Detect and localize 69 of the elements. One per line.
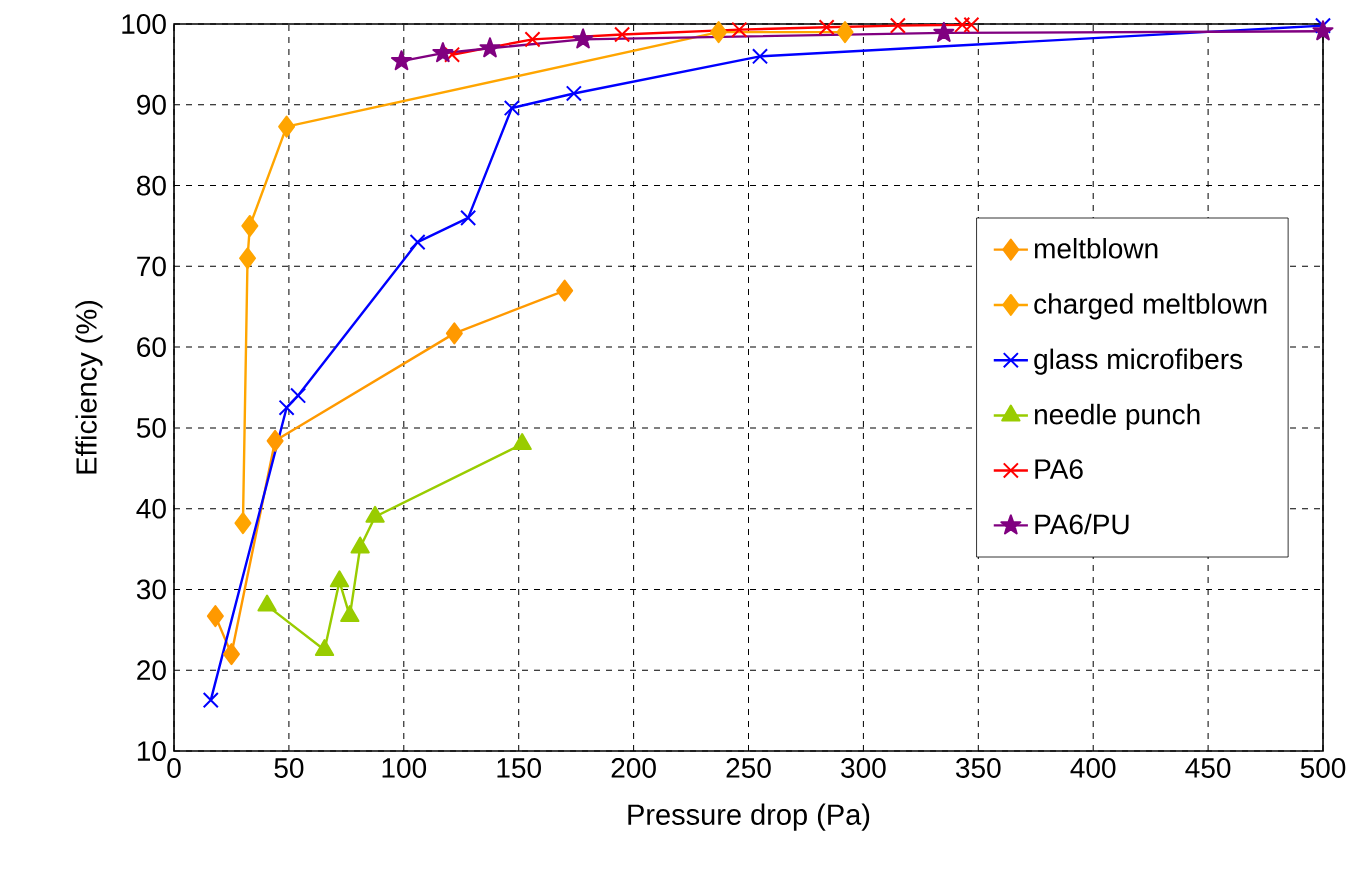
point — [202, 692, 219, 709]
x-axis-title: Pressure drop (Pa) — [628, 803, 870, 831]
point — [365, 505, 385, 523]
point — [290, 387, 307, 404]
x-tick-label: 100 — [382, 758, 427, 778]
point — [340, 605, 360, 623]
point — [206, 605, 224, 628]
x-tick-label: 150 — [497, 758, 541, 778]
y-axis-title: Efficiency (%) — [75, 300, 103, 474]
point — [512, 433, 532, 451]
point — [350, 536, 370, 554]
legend-label: meltblown — [1034, 238, 1158, 259]
point — [432, 42, 454, 63]
y-tick-label: 20 — [137, 660, 166, 681]
y-tick-label: 40 — [136, 498, 166, 519]
y-tick-label: 80 — [137, 175, 166, 196]
point — [565, 85, 582, 102]
point — [954, 16, 971, 33]
x-tick-label: 200 — [611, 758, 656, 778]
x-tick-label: 0 — [167, 758, 181, 778]
legend-label: PA6/PU — [1035, 513, 1129, 535]
legend-label: glass microfibers — [1034, 348, 1243, 375]
point — [524, 31, 541, 48]
x-tick-label: 250 — [726, 758, 771, 778]
point — [889, 17, 906, 34]
x-tick-label: 300 — [841, 758, 886, 778]
point — [556, 279, 574, 302]
point — [614, 26, 631, 43]
point — [445, 322, 463, 345]
point — [479, 37, 501, 58]
y-tick-label: 10 — [137, 741, 166, 761]
y-tick-label: 50 — [136, 417, 166, 438]
y-tick-label: 90 — [137, 94, 166, 115]
point — [503, 99, 520, 117]
x-tick-label: 500 — [1300, 758, 1346, 778]
x-tick-label: 50 — [274, 758, 304, 778]
point — [444, 46, 461, 63]
point — [239, 247, 257, 270]
y-tick-label: 30 — [136, 579, 166, 600]
point — [329, 570, 350, 588]
point — [409, 234, 426, 251]
point — [460, 209, 477, 226]
point — [222, 643, 240, 666]
legend-label: PA6 — [1035, 459, 1083, 479]
point — [390, 50, 413, 71]
legend-label: needle punch — [1034, 403, 1200, 430]
point — [278, 115, 296, 138]
y-tick-label: 60 — [137, 337, 166, 358]
y-tick-label: 70 — [137, 256, 166, 277]
point — [1312, 20, 1334, 41]
x-tick-label: 400 — [1070, 758, 1116, 778]
x-tick-label: 450 — [1185, 758, 1231, 778]
point — [963, 16, 980, 33]
point — [278, 399, 295, 416]
y-tick-label: 100 — [122, 14, 166, 34]
point — [751, 48, 769, 65]
point — [257, 594, 277, 612]
point — [314, 639, 335, 657]
point — [836, 21, 854, 44]
legend-label: charged meltblown — [1034, 293, 1267, 320]
point — [241, 214, 259, 237]
point — [266, 429, 284, 452]
point — [933, 21, 955, 42]
x-tick-label: 350 — [956, 758, 1001, 778]
point — [710, 21, 728, 44]
point — [234, 512, 252, 535]
point — [818, 19, 835, 36]
point — [731, 21, 748, 38]
point — [572, 28, 594, 49]
